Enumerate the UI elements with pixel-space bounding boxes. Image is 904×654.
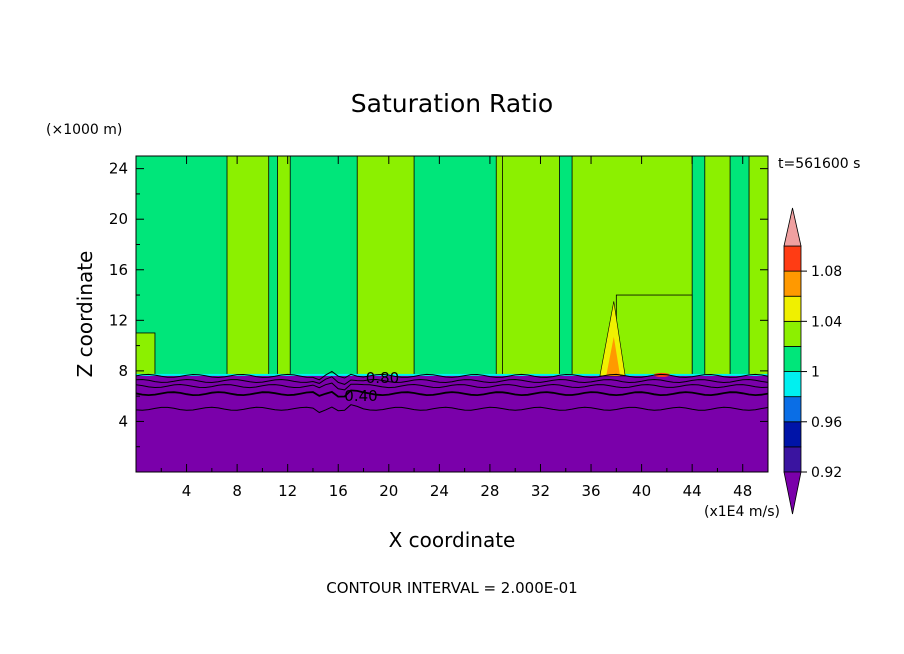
plot-frame	[135, 155, 769, 473]
y-tick-label: 8	[118, 362, 128, 380]
contour-label: 0.40	[344, 387, 377, 405]
colorbar-band	[783, 371, 802, 398]
colorbar-tick-label: 1.04	[811, 314, 842, 330]
x-tick-label: 24	[430, 482, 449, 500]
contour-lines	[136, 370, 768, 414]
colorbar-tick-label: 0.96	[811, 415, 842, 431]
colorbar-band	[783, 446, 802, 473]
colorbar-band	[783, 270, 802, 297]
colorbar-tick-label: 1	[811, 365, 820, 381]
contour-line	[136, 389, 768, 398]
saturation-field	[136, 156, 768, 472]
colorbar-band	[783, 245, 802, 272]
colorbar-band	[783, 396, 802, 423]
field-region-1.00	[704, 156, 731, 377]
x-tick-label: 36	[581, 482, 600, 500]
field-region-1.00	[502, 156, 560, 377]
colorbar-band	[783, 346, 802, 372]
contour-labels: 0.800.40	[344, 369, 399, 405]
time-label: t=561600 s	[778, 156, 860, 172]
x-tick-label: 44	[683, 482, 702, 500]
x-axis-title: X coordinate	[389, 528, 516, 552]
field-region-1.00	[226, 156, 270, 377]
field-region-1.00	[748, 156, 768, 377]
contour-label: 0.80	[366, 369, 399, 387]
x-tick-label: 8	[232, 482, 242, 500]
contour-line	[136, 370, 768, 381]
field-region-1.00	[356, 156, 415, 377]
colorbar-under-triangle	[783, 471, 802, 515]
field-region-1.00	[136, 332, 156, 377]
colorbar-band	[783, 295, 802, 322]
colorbar: 0.92 0.96 1 1.04 1.08	[783, 207, 842, 515]
field-peak-1.06	[606, 336, 621, 376]
x-unit-label: (x1E4 m/s)	[704, 504, 780, 520]
chart-title: Saturation Ratio	[351, 89, 553, 118]
x-tick-label: 16	[329, 482, 348, 500]
y-tick-label: 24	[109, 160, 128, 178]
x-tick-label: 48	[733, 482, 752, 500]
plot-area	[136, 156, 768, 472]
x-tick-label: 12	[278, 482, 297, 500]
colorbar-tick-label: 0.92	[811, 465, 842, 481]
x-axis: 4 8 12 16 20 24 28 32 36 40 44 48	[160, 156, 752, 500]
contour-line	[136, 376, 768, 385]
field-region-1.00	[615, 294, 693, 377]
field-region-below	[136, 375, 768, 472]
colorbar-band	[783, 320, 802, 347]
colorbar-band	[783, 421, 802, 448]
x-tick-label: 32	[531, 482, 550, 500]
y-tick-label: 20	[109, 210, 128, 228]
x-tick-label: 4	[182, 482, 192, 500]
y-unit-label: (×1000 m)	[46, 122, 122, 138]
x-tick-label: 40	[632, 482, 651, 500]
colorbar-over-triangle	[783, 207, 802, 247]
field-region-1.00	[277, 156, 291, 377]
contour-interval-footer: CONTOUR INTERVAL = 2.000E-01	[326, 579, 577, 597]
x-tick-label: 28	[480, 482, 499, 500]
contour-line	[136, 382, 768, 391]
y-tick-label: 4	[118, 412, 128, 430]
y-axis-title: Z coordinate	[73, 251, 97, 378]
field-band-0.96	[136, 373, 768, 377]
contour-line	[136, 404, 768, 414]
y-axis: 4 8 12 16 20 24	[109, 160, 768, 448]
y-tick-label: 16	[109, 261, 128, 279]
y-tick-label: 12	[109, 311, 128, 329]
x-tick-label: 20	[379, 482, 398, 500]
colorbar-tick-label: 1.08	[811, 264, 842, 280]
